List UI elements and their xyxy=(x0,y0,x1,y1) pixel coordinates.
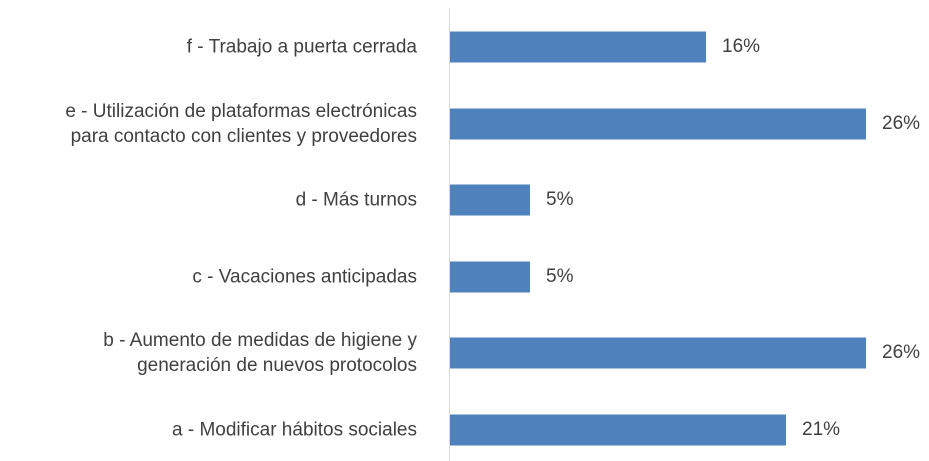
data-label: 26% xyxy=(882,342,921,364)
category-label: f - Trabajo a puerta cerrada xyxy=(186,36,417,58)
data-label: 26% xyxy=(882,112,921,134)
bar xyxy=(450,31,706,63)
category-label: c - Vacaciones anticipadas xyxy=(192,266,417,288)
bar xyxy=(450,108,866,140)
category-label: a - Modificar hábitos sociales xyxy=(172,419,417,441)
bar xyxy=(450,414,786,446)
bar xyxy=(450,337,866,369)
data-label: 5% xyxy=(546,189,574,211)
data-label: 16% xyxy=(722,36,761,57)
category-label: b - Aumento de medidas de higiene y gene… xyxy=(103,330,417,377)
bar xyxy=(450,261,530,293)
category-label: d - Más turnos xyxy=(295,189,417,211)
category-axis xyxy=(449,8,450,461)
category-label: e - Utilización de plataformas electróni… xyxy=(65,100,417,147)
data-label: 21% xyxy=(802,419,841,440)
data-label: 5% xyxy=(546,265,574,287)
bar xyxy=(450,184,530,216)
